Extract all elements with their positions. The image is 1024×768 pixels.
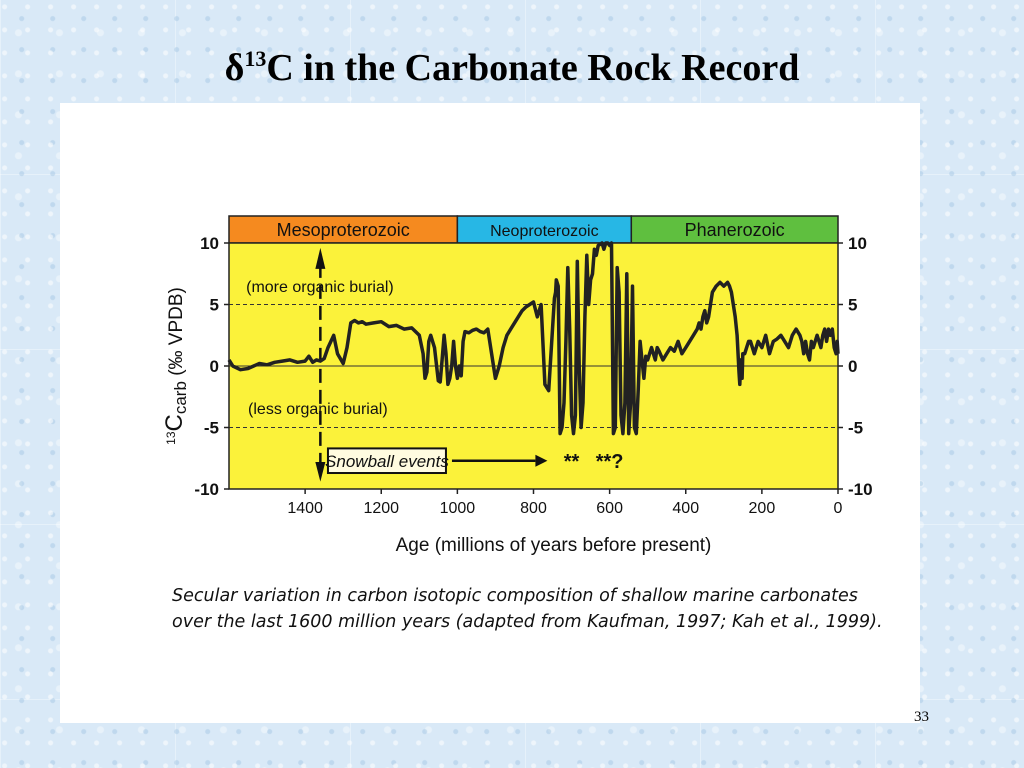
y-label-sub: carb <box>171 381 190 414</box>
y-label-main: C <box>161 414 188 431</box>
x-tick-label-2: 1000 <box>440 500 476 517</box>
y-tick-label-right-1: 5 <box>848 296 857 315</box>
y-tick-label-right-0: 10 <box>848 234 867 253</box>
snowball-mark-0: ** <box>564 451 580 473</box>
carbon-isotope-chart: Mesoproterozoic Neoproterozoic Phanerozoic… <box>161 215 873 556</box>
x-tick-label-6: 200 <box>749 500 776 517</box>
x-tick-label-7: 0 <box>834 500 843 517</box>
y-tick-label-left-3: -5 <box>204 419 219 438</box>
eon-label-mesoproterozoic: Mesoproterozoic <box>277 220 410 240</box>
x-tick-label-5: 400 <box>672 500 699 517</box>
y-tick-label-left-4: -10 <box>194 480 219 499</box>
x-axis-label: Age (millions of years before present) <box>396 535 712 556</box>
eon-label-phanerozoic: Phanerozoic <box>685 220 785 240</box>
x-tick-label-3: 800 <box>520 500 547 517</box>
snowball-mark-1: **? <box>596 451 624 473</box>
y-tick-label-right-4: -10 <box>848 480 873 499</box>
snowball-events-label: Snowball events <box>325 452 449 471</box>
page-number: 33 <box>914 709 929 725</box>
figure-panel: Mesoproterozoic Neoproterozoic Phanerozoic… <box>60 103 920 723</box>
x-tick-label-1: 1200 <box>363 500 399 517</box>
eon-band-mesoproterozoic <box>228 215 459 244</box>
title-superscript: 13 <box>244 46 267 71</box>
y-tick-label-left-1: 5 <box>210 296 219 315</box>
annotation-less-organic-burial: (less organic burial) <box>248 401 388 418</box>
y-axis-label: 13Ccarb (‰ VPDB) <box>161 287 190 445</box>
x-tick-label-4: 600 <box>596 500 623 517</box>
figure-caption: Secular variation in carbon isotopic com… <box>172 586 883 632</box>
eon-label-neoproterozoic: Neoproterozoic <box>490 223 599 240</box>
snowball-arrow-head <box>535 454 548 467</box>
plot-frame <box>228 242 839 490</box>
y-tick-label-right-3: -5 <box>848 419 863 438</box>
y-tick-label-left-2: 0 <box>210 357 219 376</box>
arrow-up-head <box>315 247 326 269</box>
title-text: C in the Carbonate Rock Record <box>266 47 800 89</box>
series-line-d13c <box>227 241 840 436</box>
y-tick-label-left-0: 10 <box>200 234 219 253</box>
eon-band-neoproterozoic <box>456 215 633 244</box>
x-tick-label-0: 1400 <box>287 500 323 517</box>
y-tick-label-right-2: 0 <box>848 357 857 376</box>
slide-title: δ13C in the Carbonate Rock Record <box>0 46 1024 90</box>
eon-bar: Mesoproterozoic Neoproterozoic Phanerozoic <box>228 215 839 244</box>
axis-ticks: 10 10 5 5 0 0 -5 -5 -10 -10 1400 1200 1000 800 600 400 2… <box>194 234 872 517</box>
arrow-down-head <box>315 461 326 482</box>
title-delta-symbol: δ <box>224 47 245 89</box>
snowball-events-box <box>326 447 447 475</box>
y-label-units: (‰ VPDB) <box>166 287 187 381</box>
annotation-more-organic-burial: (more organic burial) <box>246 279 394 296</box>
y-label-sup: 13 <box>164 431 178 445</box>
annotations: (more organic burial) (less organic buria… <box>246 247 624 482</box>
